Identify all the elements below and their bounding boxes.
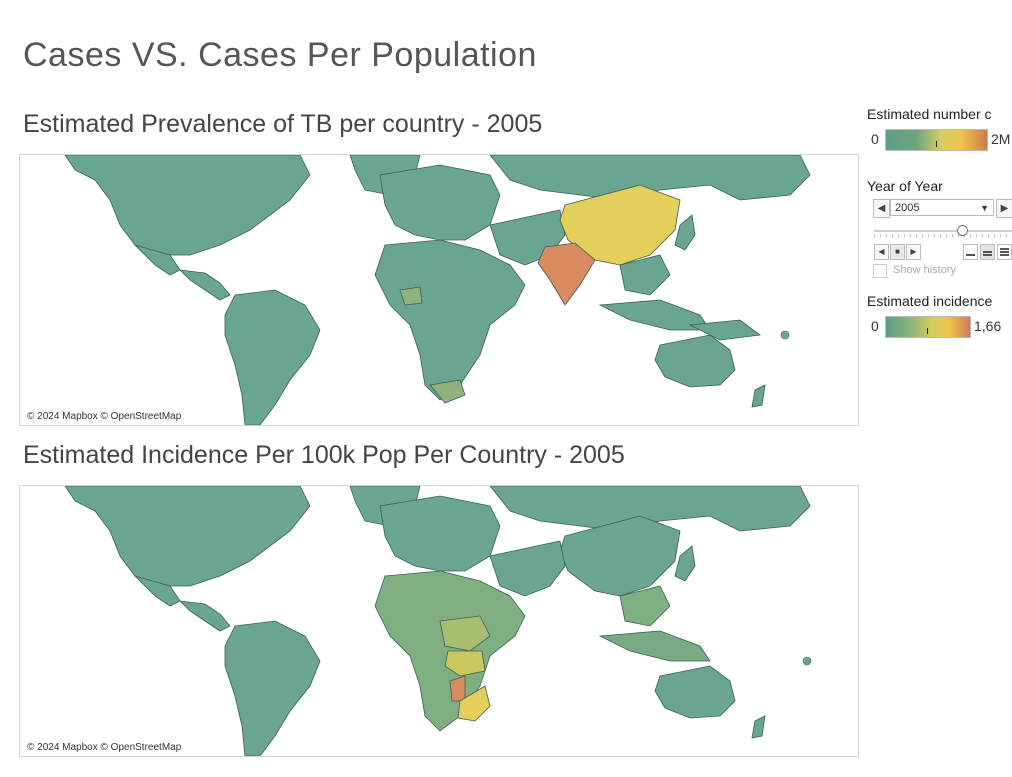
year-slider-ticks [874, 234, 1012, 237]
incidence-legend-title: Estimated incidence [867, 293, 993, 309]
incidence-legend-min: 0 [871, 318, 879, 334]
show-history-box[interactable] [873, 264, 887, 278]
incidence-map-attribution[interactable]: © 2024 Mapbox © OpenStreetMap [25, 742, 184, 753]
cases-legend-min: 0 [871, 131, 879, 147]
cases-legend-max: 2M [991, 131, 1011, 147]
year-slider-track[interactable] [874, 230, 1012, 232]
speed-fast-icon[interactable] [997, 244, 1012, 260]
year-filter-title: Year of Year [867, 178, 943, 194]
year-slider-thumb[interactable] [957, 225, 968, 236]
chevron-left-icon[interactable]: ◀ [873, 199, 890, 218]
play-forward-icon[interactable]: ▶ [906, 244, 921, 260]
chevron-right-icon[interactable]: ▶ [996, 199, 1012, 218]
incidence-legend-max: 1,66 [974, 318, 1002, 334]
incidence-map-title: Estimated Incidence Per 100k Pop Per Cou… [23, 441, 625, 469]
cases-legend-title: Estimated number c [867, 106, 992, 122]
prevalence-map-title: Estimated Prevalence of TB per country -… [23, 110, 543, 138]
incidence-legend-marker [927, 328, 928, 334]
year-select[interactable]: 2005 ▼ [890, 199, 994, 216]
cases-legend-gradient [885, 129, 988, 151]
dashboard-title: Cases VS. Cases Per Population [23, 36, 537, 74]
speed-medium-icon[interactable] [980, 244, 995, 260]
play-back-icon[interactable]: ◀ [874, 244, 889, 260]
chevron-down-icon: ▼ [980, 203, 989, 213]
show-history-label: Show history [893, 264, 956, 276]
prevalence-map-attribution[interactable]: © 2024 Mapbox © OpenStreetMap [25, 411, 184, 422]
prevalence-map-canvas[interactable] [20, 155, 858, 425]
cases-legend-marker [936, 141, 937, 147]
speed-slow-icon[interactable] [963, 244, 978, 260]
incidence-map[interactable]: © 2024 Mapbox © OpenStreetMap [19, 485, 859, 757]
prevalence-map[interactable]: © 2024 Mapbox © OpenStreetMap [19, 154, 859, 426]
incidence-legend-gradient [885, 316, 971, 338]
year-select-value: 2005 [895, 202, 920, 214]
stop-icon[interactable]: ■ [890, 244, 905, 260]
incidence-map-canvas[interactable] [20, 486, 858, 756]
